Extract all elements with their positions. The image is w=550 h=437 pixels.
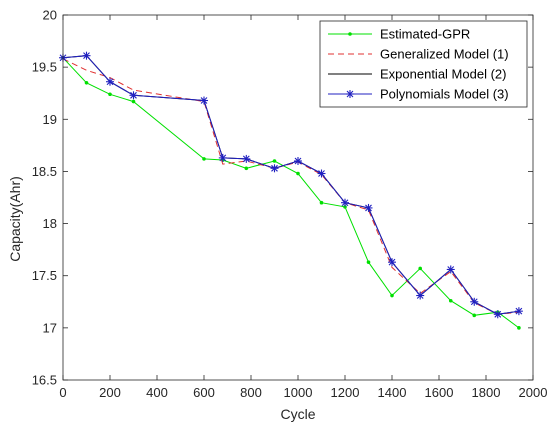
data-point [416,291,425,300]
star-stroke [219,154,227,162]
legend-item: Polynomials Model (3) [328,87,509,102]
data-point [319,200,324,205]
data-point [129,91,138,100]
series-line [62,55,519,315]
data-point [343,205,347,209]
data-point [200,96,208,105]
legend-label: Estimated-GPR [380,27,470,42]
data-point [446,265,455,274]
series-line [62,58,519,315]
star-stroke [447,266,455,273]
data-point [366,260,371,264]
legend-label: Exponential Model (2) [380,67,506,82]
y-tick-label: 18.5 [32,164,57,179]
y-tick-label: 17.5 [32,268,57,283]
data-point [364,203,373,212]
legend-item: Generalized Model (1) [328,47,509,62]
data-point [270,164,279,173]
legend-label: Generalized Model (1) [380,47,509,62]
legend-box [319,20,528,108]
x-tick-label: 1600 [425,385,454,400]
star-stroke [271,164,278,172]
data-point [472,313,477,318]
data-point [493,310,502,319]
y-tick-label: 16.5 [32,373,57,388]
data-point [82,51,91,60]
legend-marker [346,90,354,98]
data-point [218,153,227,162]
data-point [106,77,114,86]
x-tick-label: 1200 [331,385,360,400]
x-axis-label: Cycle [280,406,315,422]
axes-layer: 0 200 400 600 800 1000 1200 1400 1600 1800 2000 16.… [32,8,548,401]
star-stroke [83,52,90,60]
x-tick-label: 200 [99,385,121,400]
x-tick-label: 800 [240,385,262,400]
y-tick-label: 20 [43,8,57,23]
star-stroke [200,97,208,104]
data-point [202,157,206,161]
star-stroke [515,307,523,315]
series-line [62,57,520,329]
legend: Estimated-GPR Generalized Model (1) Expone… [319,20,528,108]
series-layer [59,51,523,330]
y-tick-label: 18 [43,216,57,231]
x-tick-label: 1000 [284,385,313,400]
x-tick-label: 1800 [472,385,501,400]
y-tick-label: 19 [43,112,57,127]
data-point [470,297,479,306]
star-stroke [494,310,502,318]
x-tick-label: 2000 [519,385,548,400]
star-stroke [470,298,478,306]
star-stroke [294,157,302,165]
x-tick-label: 1400 [378,385,407,400]
series-1 [62,58,519,315]
x-tick-label: 0 [59,385,66,400]
legend-item: Exponential Model (2) [328,67,506,82]
star-stroke [318,170,325,177]
data-point [244,166,249,171]
data-point [84,80,89,85]
star-stroke [416,292,424,299]
star-stroke [106,78,114,86]
data-point [242,154,251,163]
data-point [341,198,349,207]
data-point [514,307,523,316]
star-stroke [341,199,349,207]
data-point [390,293,394,298]
star-stroke [242,155,250,163]
star-stroke [388,258,396,266]
legend-item: Estimated-GPR [328,27,470,42]
x-tick-label: 400 [146,385,168,400]
y-tick-label: 17 [43,320,57,335]
data-point [131,99,136,104]
star-stroke [365,204,372,212]
legend-marker [348,32,352,36]
x-tick-label: 600 [193,385,215,400]
star-stroke [346,90,354,98]
data-point [448,298,453,303]
data-point [108,92,112,97]
data-point [317,169,326,178]
data-point [517,326,521,330]
data-point [418,266,423,271]
y-axis-label: Capacity(Ahr) [7,176,23,262]
y-tick-label: 19.5 [32,60,57,75]
data-point [272,159,277,163]
legend-label: Polynomials Model (3) [380,87,509,102]
data-point [388,258,396,267]
data-point [294,157,302,165]
star-stroke [130,91,137,99]
data-point [296,171,300,176]
